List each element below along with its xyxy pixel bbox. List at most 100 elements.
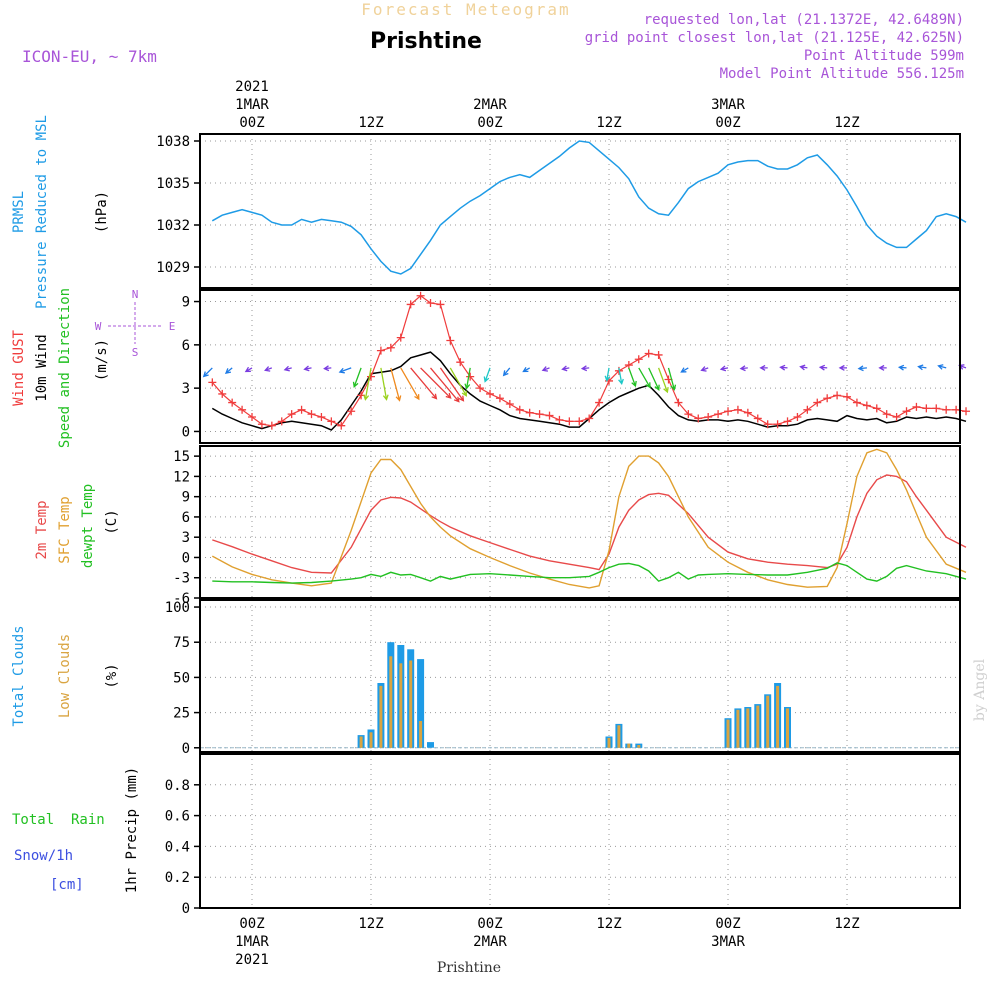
- gust-marker: [555, 415, 564, 424]
- y-tick-label: 15: [173, 449, 190, 465]
- gust-marker: [367, 372, 376, 381]
- y-tick-label: 0: [182, 741, 190, 757]
- y-tick-label: 1029: [156, 260, 190, 276]
- gust-marker: [833, 391, 842, 400]
- y-tick-label: 9: [182, 490, 190, 506]
- wind-direction-arrow: [618, 367, 624, 386]
- model-altitude: Model Point Altitude 556.125m: [720, 66, 964, 82]
- gust-marker: [962, 407, 971, 416]
- gust-marker: [476, 384, 485, 393]
- requested-coords: requested lon,lat (21.1372E, 42.6489N): [644, 12, 964, 28]
- gust-marker: [843, 392, 852, 401]
- temp-dewpt-label: dewpt Temp: [80, 484, 96, 568]
- wind-direction-arrow: [439, 367, 465, 402]
- temp-dewpt-line: [212, 562, 967, 584]
- gust-marker: [466, 372, 475, 381]
- bottom-time-label: 3MAR: [711, 934, 745, 950]
- wind-direction-arrow: [380, 367, 389, 401]
- meteogram-title: Forecast Meteogram: [361, 0, 570, 19]
- y-tick-label: 75: [173, 635, 190, 651]
- wind-direction-arrow: [522, 366, 531, 373]
- grid-lines: [200, 134, 960, 908]
- wind-direction-arrow: [818, 364, 828, 371]
- bottom-time-label: 1MAR: [235, 934, 269, 950]
- gust-marker: [733, 405, 742, 414]
- gust-marker: [902, 407, 911, 416]
- gust-marker: [347, 407, 356, 416]
- temp-sfc-line: [211, 448, 967, 589]
- credit-label: by Angel: [972, 658, 988, 721]
- gust-marker: [952, 405, 961, 414]
- low-cloud-bar: [786, 708, 789, 748]
- wind-direction-arrow: [937, 364, 947, 370]
- gust-marker: [595, 398, 604, 407]
- gust-marker: [406, 300, 415, 309]
- clouds-unit-label: (%): [104, 663, 120, 688]
- gust-marker: [267, 421, 276, 430]
- gust-marker: [396, 333, 405, 342]
- total-cloud-bar: [417, 659, 425, 748]
- low-clouds-label: Low Clouds: [57, 634, 73, 718]
- panel-frame: [199, 753, 961, 909]
- gust-marker: [773, 420, 782, 429]
- y-tick-label: 100: [165, 600, 190, 616]
- gust-marker: [515, 405, 524, 414]
- y-tick-label: 12: [173, 469, 190, 485]
- precip-unit-label: 1hr Precip (mm): [124, 767, 140, 893]
- snow-label: Snow/1h: [14, 848, 73, 864]
- wind-10m-label: 10m Wind: [34, 334, 50, 401]
- top-time-label: 00Z: [477, 115, 502, 131]
- panel-frame: [199, 445, 961, 599]
- gust-marker: [813, 398, 822, 407]
- wind-direction-arrow: [541, 366, 550, 372]
- wind-direction-arrow: [657, 367, 669, 394]
- gust-marker: [654, 350, 663, 359]
- wind-direction-arrow: [667, 367, 677, 391]
- low-cloud-bar: [746, 708, 750, 748]
- gust-marker: [545, 411, 554, 420]
- pressure-label-prmsl: PRMSL: [11, 191, 27, 233]
- top-time-label: 1MAR: [235, 97, 269, 113]
- y-tick-label: 0.4: [165, 839, 190, 855]
- wind-direction-arrow: [464, 367, 471, 390]
- wind-direction-arrow: [628, 367, 637, 388]
- wind-direction-arrow: [799, 364, 808, 371]
- y-tick-label: 0.8: [165, 778, 190, 794]
- wind-direction-arrow: [917, 364, 927, 371]
- gust-marker: [644, 349, 653, 358]
- compass-e: E: [169, 320, 176, 333]
- low-cloud-bar: [379, 685, 383, 748]
- wind-direction-arrow: [390, 367, 402, 402]
- gust-marker: [456, 358, 465, 367]
- gust-marker: [634, 355, 643, 364]
- gust-marker: [823, 394, 832, 403]
- footer-place: Prishtine: [437, 960, 501, 976]
- y-tick-label: 1032: [156, 218, 190, 234]
- wind-direction-arrow: [303, 365, 312, 372]
- gust-marker: [565, 417, 574, 426]
- low-cloud-bar: [409, 660, 413, 748]
- y-tick-label: -6: [173, 591, 190, 607]
- y-tick-label: 1035: [156, 176, 190, 192]
- gust-marker: [287, 410, 296, 419]
- top-time-label: 12Z: [834, 115, 859, 131]
- wind-direction-arrow: [420, 367, 452, 399]
- wind-direction-arrow: [857, 365, 867, 372]
- wind-direction-arrow: [352, 367, 362, 388]
- wind-direction-arrow: [759, 364, 768, 371]
- gust-marker: [714, 410, 723, 419]
- wind-direction-arrow: [283, 365, 292, 372]
- bottom-time-label: 12Z: [358, 916, 383, 932]
- gust-marker: [852, 398, 861, 407]
- low-cloud-bar: [419, 721, 423, 748]
- gust-marker: [743, 408, 752, 417]
- pressure-label-unit: (hPa): [94, 191, 110, 233]
- gust-marker: [337, 421, 346, 430]
- temp-2m-label: 2m Temp: [34, 500, 50, 559]
- bottom-time-label: 12Z: [596, 916, 621, 932]
- bottom-time-label: 12Z: [834, 916, 859, 932]
- gust-marker: [585, 414, 594, 423]
- wind-direction-arrow: [323, 365, 332, 372]
- gust-marker: [307, 410, 316, 419]
- y-tick-label: 0: [182, 424, 190, 440]
